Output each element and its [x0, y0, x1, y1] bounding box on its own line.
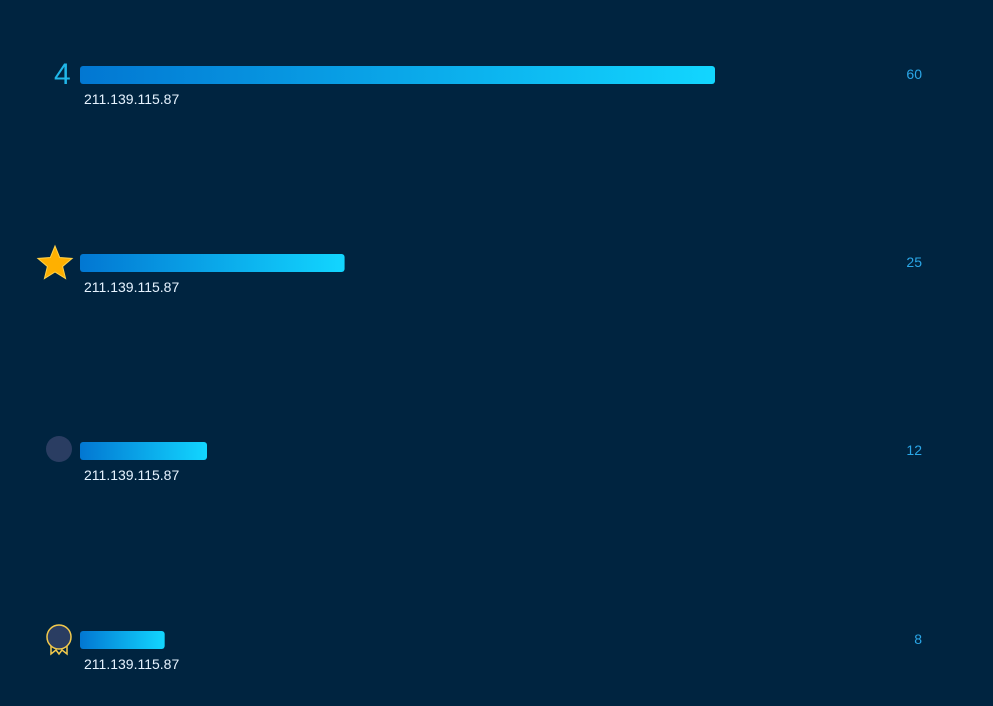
category-label-4: 211.139.115.87: [84, 656, 179, 672]
value-label-4: 8: [914, 631, 922, 647]
category-label-1: 211.139.115.87: [84, 91, 179, 107]
category-label-3: 211.139.115.87: [84, 467, 179, 483]
bar-2: [80, 254, 345, 272]
bar-3: [80, 442, 207, 460]
rank-number-label: 4: [54, 58, 71, 91]
star-icon: [36, 244, 74, 280]
medal-icon: [46, 624, 72, 656]
bar-1: [80, 66, 715, 84]
value-label-2: 25: [906, 254, 922, 270]
value-label-1: 60: [906, 66, 922, 82]
category-label-2: 211.139.115.87: [84, 279, 179, 295]
value-label-3: 12: [906, 442, 922, 458]
circle-badge-icon: [46, 436, 72, 462]
bar-4: [80, 631, 165, 649]
